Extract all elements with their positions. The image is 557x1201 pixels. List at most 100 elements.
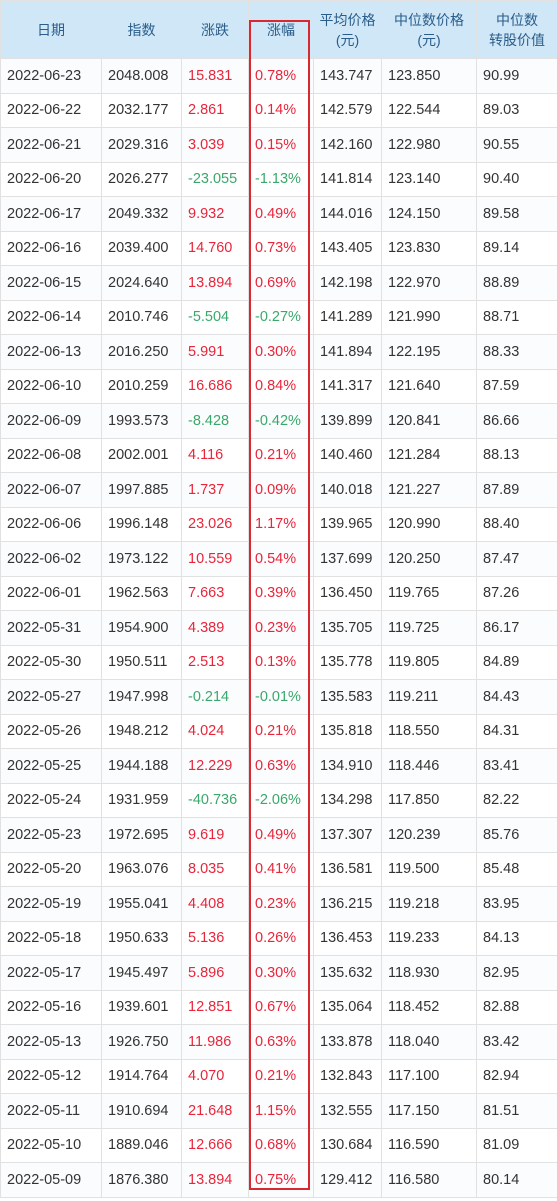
header-date[interactable]: 日期 [0, 0, 102, 59]
cell-index: 1910.694 [101, 1093, 182, 1129]
header-median-price[interactable]: 中位数价格 (元) [381, 0, 477, 59]
cell-index: 2016.250 [101, 334, 182, 370]
table-row: 2022-05-27 1947.998 -0.214 -0.01% 135.583 119… [0, 679, 557, 715]
table-row: 2022-05-20 1963.076 8.035 0.41% 136.581 119.5… [0, 851, 557, 887]
cell-change: 7.663 [181, 575, 249, 611]
table-row: 2022-06-17 2049.332 9.932 0.49% 144.016 124.1… [0, 196, 557, 232]
cell-median-price: 119.725 [381, 610, 477, 646]
cell-index: 1972.695 [101, 817, 182, 853]
cell-date: 2022-05-27 [0, 679, 102, 715]
cell-pct: 0.63% [248, 1024, 314, 1060]
cell-index: 1931.959 [101, 782, 182, 818]
cell-change: 12.851 [181, 989, 249, 1025]
table-row: 2022-05-11 1910.694 21.648 1.15% 132.555 117.… [0, 1093, 557, 1129]
cell-pct: 0.67% [248, 989, 314, 1025]
cell-median-price: 117.850 [381, 782, 477, 818]
header-pct[interactable]: 涨幅 [248, 0, 314, 59]
cell-median-conversion: 86.17 [476, 610, 557, 646]
cell-avg-price: 139.899 [313, 403, 382, 439]
cell-change: 5.991 [181, 334, 249, 370]
cell-median-price: 121.990 [381, 299, 477, 335]
cell-avg-price: 141.317 [313, 368, 382, 404]
table-row: 2022-06-16 2039.400 14.760 0.73% 143.405 123.… [0, 230, 557, 266]
cell-change: 5.896 [181, 955, 249, 991]
cell-index: 1945.497 [101, 955, 182, 991]
cell-date: 2022-06-06 [0, 506, 102, 542]
cell-median-price: 121.227 [381, 472, 477, 508]
cell-avg-price: 141.814 [313, 161, 382, 197]
cell-pct: 0.39% [248, 575, 314, 611]
cell-median-conversion: 82.94 [476, 1058, 557, 1094]
table-row: 2022-06-07 1997.885 1.737 0.09% 140.018 121.2… [0, 472, 557, 508]
cell-pct: 0.23% [248, 886, 314, 922]
cell-median-conversion: 80.14 [476, 1162, 557, 1198]
cell-index: 2024.640 [101, 265, 182, 301]
cell-index: 1973.122 [101, 541, 182, 577]
cell-pct: -0.27% [248, 299, 314, 335]
cell-change: 2.861 [181, 92, 249, 128]
cell-median-conversion: 88.89 [476, 265, 557, 301]
header-index[interactable]: 指数 [101, 0, 182, 59]
table-row: 2022-06-22 2032.177 2.861 0.14% 142.579 122.5… [0, 92, 557, 128]
cell-change: -0.214 [181, 679, 249, 715]
cell-date: 2022-05-24 [0, 782, 102, 818]
cell-index: 1954.900 [101, 610, 182, 646]
cell-median-conversion: 82.22 [476, 782, 557, 818]
cell-index: 1996.148 [101, 506, 182, 542]
table-row: 2022-06-01 1962.563 7.663 0.39% 136.450 119.7… [0, 575, 557, 611]
cell-median-conversion: 83.95 [476, 886, 557, 922]
cell-pct: 0.21% [248, 1058, 314, 1094]
table-header-row: 日期 指数 涨跌 涨幅 平均价格 (元) 中位数价格 (元) 中位数 转股价值 [0, 0, 557, 59]
table-row: 2022-06-02 1973.122 10.559 0.54% 137.699 120.… [0, 541, 557, 577]
cell-date: 2022-05-25 [0, 748, 102, 784]
cell-median-conversion: 87.89 [476, 472, 557, 508]
cell-median-conversion: 85.48 [476, 851, 557, 887]
cell-avg-price: 135.818 [313, 713, 382, 749]
cell-pct: 0.26% [248, 920, 314, 956]
cell-avg-price: 135.583 [313, 679, 382, 715]
cell-date: 2022-06-01 [0, 575, 102, 611]
cell-change: 15.831 [181, 58, 249, 94]
cell-pct: 1.15% [248, 1093, 314, 1129]
cell-pct: 0.63% [248, 748, 314, 784]
cell-change: 4.389 [181, 610, 249, 646]
cell-index: 1914.764 [101, 1058, 182, 1094]
cell-pct: 0.41% [248, 851, 314, 887]
cell-avg-price: 136.450 [313, 575, 382, 611]
cell-change: 9.619 [181, 817, 249, 853]
cell-pct: 0.49% [248, 196, 314, 232]
table-row: 2022-05-31 1954.900 4.389 0.23% 135.705 119.7… [0, 610, 557, 646]
cell-median-price: 119.218 [381, 886, 477, 922]
cell-date: 2022-05-13 [0, 1024, 102, 1060]
cell-median-price: 118.446 [381, 748, 477, 784]
cell-avg-price: 144.016 [313, 196, 382, 232]
table-row: 2022-06-20 2026.277 -23.055 -1.13% 141.814 12… [0, 161, 557, 197]
table-row: 2022-05-09 1876.380 13.894 0.75% 129.412 116.… [0, 1162, 557, 1198]
table-row: 2022-06-23 2048.008 15.831 0.78% 143.747 123.… [0, 58, 557, 94]
cell-median-price: 117.150 [381, 1093, 477, 1129]
cell-median-price: 118.550 [381, 713, 477, 749]
cell-change: 4.070 [181, 1058, 249, 1094]
cell-change: 4.408 [181, 886, 249, 922]
header-avg-price[interactable]: 平均价格 (元) [313, 0, 382, 59]
cell-index: 1963.076 [101, 851, 182, 887]
cell-median-price: 122.970 [381, 265, 477, 301]
cell-index: 1944.188 [101, 748, 182, 784]
cell-avg-price: 136.581 [313, 851, 382, 887]
cell-pct: -2.06% [248, 782, 314, 818]
cell-median-price: 119.500 [381, 851, 477, 887]
cell-avg-price: 140.018 [313, 472, 382, 508]
header-median-conversion[interactable]: 中位数 转股价值 [476, 0, 557, 59]
cell-median-conversion: 87.26 [476, 575, 557, 611]
cell-date: 2022-06-08 [0, 437, 102, 473]
table-row: 2022-05-24 1931.959 -40.736 -2.06% 134.298 11… [0, 782, 557, 818]
cell-index: 1926.750 [101, 1024, 182, 1060]
table-row: 2022-06-08 2002.001 4.116 0.21% 140.460 121.2… [0, 437, 557, 473]
header-change[interactable]: 涨跌 [181, 0, 249, 59]
cell-pct: 0.13% [248, 644, 314, 680]
cell-avg-price: 143.405 [313, 230, 382, 266]
cell-change: -23.055 [181, 161, 249, 197]
cell-median-conversion: 81.51 [476, 1093, 557, 1129]
cell-index: 1993.573 [101, 403, 182, 439]
cell-change: 16.686 [181, 368, 249, 404]
